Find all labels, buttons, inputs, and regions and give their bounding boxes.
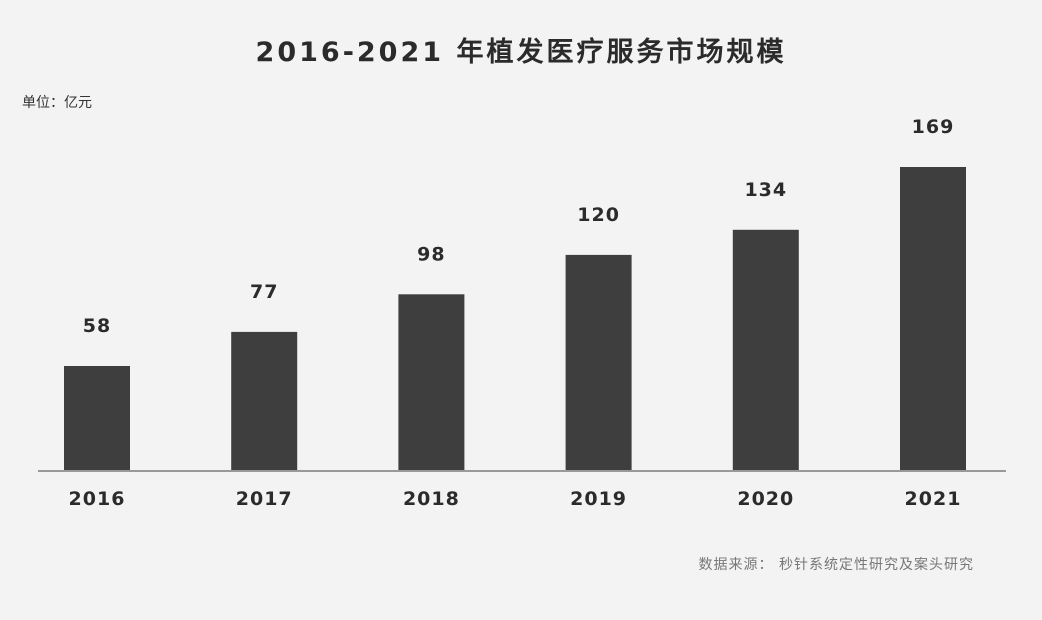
category-label-2016: 2016 <box>69 488 126 510</box>
category-label-2018: 2018 <box>403 488 460 510</box>
source-label: 数据来源： <box>698 557 774 573</box>
bar-2018 <box>398 294 465 470</box>
category-labels-group: 2016 2017 2018 2019 2020 2021 <box>69 488 962 510</box>
bar-2017 <box>231 331 298 470</box>
value-label-2021: 169 <box>912 116 955 138</box>
bar-2016 <box>64 366 130 470</box>
bar-2020 <box>732 229 799 470</box>
unit-label: 单位：亿元 <box>22 95 92 111</box>
value-label-2017: 77 <box>250 281 278 303</box>
bar-2021 <box>900 167 966 470</box>
bar-2019 <box>565 254 632 470</box>
source-note: 数据来源： 秒针系统定性研究及案头研究 <box>699 554 974 574</box>
category-label-2021: 2021 <box>905 488 962 510</box>
value-label-2018: 98 <box>417 243 445 265</box>
value-label-2016: 58 <box>83 315 111 337</box>
category-label-2017: 2017 <box>236 488 293 510</box>
value-label-2020: 134 <box>744 179 787 201</box>
value-label-2019: 120 <box>577 204 620 226</box>
chart-title: 2016-2021 年植发医疗服务市场规模 <box>255 37 787 68</box>
value-labels-group: 58 77 98 120 134 169 <box>83 116 955 337</box>
bars-group <box>64 167 966 470</box>
source-text: 秒针系统定性研究及案头研究 <box>779 557 974 573</box>
category-label-2020: 2020 <box>737 488 794 510</box>
category-label-2019: 2019 <box>570 488 627 510</box>
